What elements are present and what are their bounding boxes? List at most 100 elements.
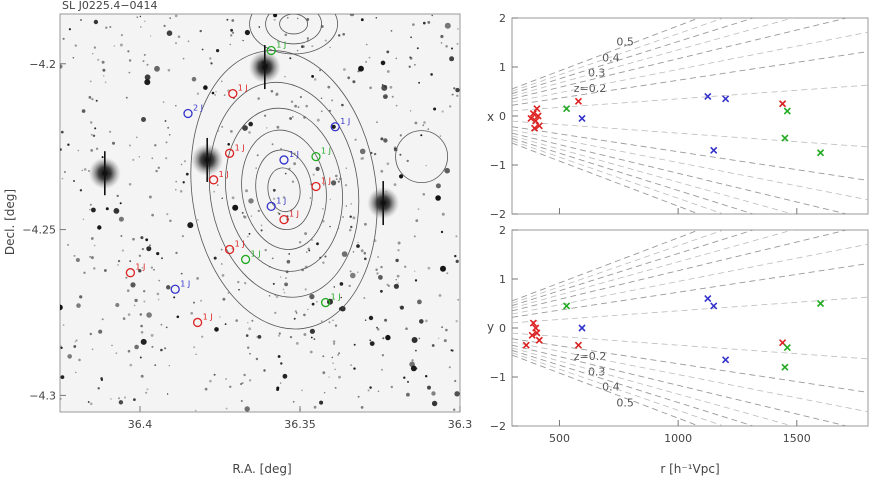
background-star (210, 62, 213, 65)
background-star (244, 406, 250, 412)
background-star (255, 167, 257, 169)
background-star (150, 35, 152, 37)
background-star (113, 208, 120, 214)
background-star (380, 265, 383, 269)
background-star (79, 189, 83, 192)
background-star (360, 18, 364, 22)
background-star (448, 366, 451, 369)
background-star (378, 275, 383, 280)
background-star (278, 212, 281, 215)
galaxy-marker (170, 284, 180, 294)
background-star (316, 301, 318, 303)
background-star (412, 23, 415, 26)
background-star (144, 79, 151, 86)
redshift-line (512, 243, 868, 315)
galaxy-label: 1 J (235, 239, 245, 248)
background-star (248, 198, 254, 204)
background-star (334, 368, 336, 371)
background-star (168, 365, 170, 367)
background-star (119, 202, 122, 205)
background-star (345, 167, 347, 169)
background-star (129, 363, 133, 367)
background-star (158, 279, 160, 282)
y-tick-label: −2 (490, 420, 506, 433)
redshift-line (512, 354, 701, 426)
galaxy-marker (125, 268, 136, 278)
background-star (333, 342, 336, 345)
background-star (393, 183, 397, 187)
background-star (356, 271, 359, 274)
background-star (229, 43, 231, 46)
background-star (305, 104, 309, 108)
background-star (320, 110, 323, 113)
background-star (61, 130, 64, 134)
background-star (357, 70, 360, 73)
contour-line (208, 81, 360, 298)
background-star (120, 34, 123, 37)
background-star (339, 282, 344, 286)
redshift-line (512, 18, 701, 90)
background-star (221, 274, 225, 277)
background-star (223, 94, 226, 96)
background-star (160, 323, 163, 326)
x-tick-label: 36.4 (128, 418, 153, 431)
background-star (411, 359, 414, 362)
background-star (295, 342, 299, 345)
background-star (313, 338, 316, 340)
background-star (297, 106, 300, 108)
background-star (194, 409, 197, 412)
y-panel-y-label: y (487, 320, 494, 334)
redshift-line (512, 18, 849, 100)
background-star (435, 183, 441, 189)
background-star (193, 346, 196, 349)
sky-x-label: R.A. [deg] (232, 462, 291, 476)
background-star (138, 156, 140, 158)
y-tick-label: 2 (499, 224, 506, 237)
background-star (175, 188, 177, 191)
background-star (309, 294, 315, 300)
background-star (151, 345, 154, 348)
background-star (397, 282, 399, 284)
background-star (274, 311, 277, 314)
background-star (329, 46, 331, 49)
data-point (781, 363, 789, 371)
y-tick-label: −4.3 (29, 389, 56, 402)
bright-sources (88, 45, 400, 226)
background-star (264, 248, 267, 252)
background-star (93, 46, 97, 49)
y-tick-label: 0 (499, 110, 506, 123)
background-star (125, 96, 128, 99)
background-star (414, 121, 418, 125)
background-star (397, 241, 401, 245)
background-star (320, 97, 323, 100)
galaxy-label: 1 J (238, 84, 248, 93)
background-star (242, 39, 244, 42)
contour-line (225, 107, 343, 272)
x-tick-label: 1000 (664, 432, 692, 445)
background-star (295, 312, 298, 314)
background-star (213, 256, 217, 260)
background-star (169, 219, 172, 223)
background-star (431, 344, 435, 347)
background-star (145, 238, 149, 242)
x-panel: z=0.2 0.3 0.4 0.5 2 1 0 −1 −2 x (487, 12, 869, 221)
background-star (369, 339, 372, 342)
background-star (213, 373, 216, 376)
background-star (284, 76, 286, 78)
background-star (369, 86, 372, 90)
data-point (578, 114, 586, 123)
background-star (395, 57, 398, 60)
background-star (290, 100, 294, 103)
background-star (112, 141, 115, 145)
background-star (75, 339, 78, 342)
background-star (169, 17, 172, 20)
background-star (340, 296, 342, 299)
background-star (414, 270, 416, 272)
background-star (224, 323, 227, 325)
background-star (244, 282, 247, 285)
y-tick-label: 2 (499, 12, 506, 25)
background-star (313, 78, 317, 81)
redshift-line (512, 51, 868, 106)
background-star (221, 263, 223, 265)
galaxy-marker (228, 88, 238, 99)
